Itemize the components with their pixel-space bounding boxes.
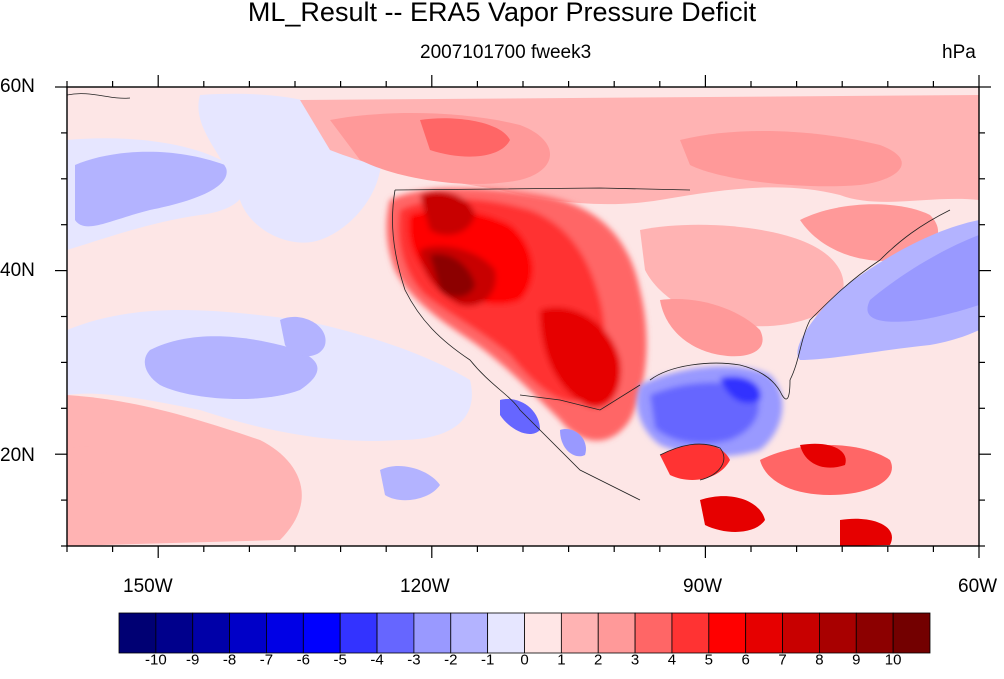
colorbar-swatch — [855, 612, 894, 654]
colorbar-label: -8 — [222, 651, 237, 669]
colorbar-label: 9 — [852, 651, 861, 669]
eastern-canada-positive — [680, 130, 902, 187]
pacific-negative-spot — [280, 316, 326, 357]
us-canada-border — [394, 187, 691, 191]
central-pacific-negative — [144, 336, 318, 400]
mexico-pacific-negative — [560, 429, 586, 457]
colorbar-label: 3 — [630, 651, 640, 669]
colorbar-swatch — [155, 612, 194, 654]
west-coast-line — [392, 189, 641, 501]
colorbar-label: -10 — [145, 651, 167, 669]
alaska-coast — [67, 93, 131, 99]
colorbar-label: -6 — [296, 651, 310, 669]
colorbar-label: -9 — [186, 651, 200, 669]
caribbean-positive — [760, 445, 892, 495]
colorbar-label: 4 — [667, 651, 677, 669]
southeast-us-positive — [660, 299, 763, 357]
lon-label-90w: 90W — [683, 576, 723, 597]
eastern-pacific-negative — [380, 465, 440, 501]
colorbar-swatch — [708, 612, 747, 654]
colorbar-label: -4 — [370, 651, 384, 669]
map-ticks — [55, 75, 991, 558]
colorbar-swatch — [450, 612, 489, 654]
canada-positive-core — [420, 118, 510, 157]
colorbar-swatch — [671, 612, 710, 654]
colorbar-label: 0 — [520, 651, 529, 669]
tropical-pacific-positive — [67, 395, 302, 546]
lon-label-150w: 150W — [123, 576, 173, 597]
colorbar-swatch — [376, 612, 415, 654]
colorbar-label: 10 — [884, 651, 902, 669]
colorbar-label: 1 — [557, 651, 566, 669]
colorbar-label: 2 — [594, 651, 603, 669]
colorbar-label: 8 — [815, 651, 824, 669]
caribbean-positive-core — [800, 443, 846, 468]
colorbar-label: -5 — [333, 651, 347, 669]
colorbar-swatch — [302, 612, 341, 654]
lat-label-40n: 40N — [0, 260, 35, 281]
lat-label-20n: 20N — [0, 445, 35, 466]
gulf-of-mexico-negative — [636, 366, 783, 457]
colorbar — [118, 612, 931, 654]
colorbar-swatch — [413, 612, 452, 654]
colorbar-swatch — [819, 612, 857, 654]
colorbar-swatch — [339, 612, 378, 654]
hawaii-positive — [67, 446, 112, 476]
map-units-label: hPa — [942, 42, 976, 63]
yucatan-positive — [660, 444, 730, 480]
venezuela-positive — [840, 518, 892, 546]
colorbar-swatch — [266, 612, 304, 654]
colorbar-label: -1 — [480, 651, 495, 669]
vpd-field — [67, 87, 979, 546]
western-us-heat — [386, 188, 647, 441]
colorbar-swatch — [560, 612, 599, 654]
atlantic-negative-core — [867, 235, 979, 322]
gulf-coast-line — [649, 362, 791, 400]
colorbar-label: -7 — [259, 651, 274, 669]
east-coast-line — [789, 209, 951, 381]
baja-negative — [500, 399, 540, 435]
colorbar-swatch — [487, 612, 525, 654]
map-title: ML_Result -- ERA5 Vapor Pressure Deficit — [247, 0, 757, 27]
lat-label-60n: 60N — [0, 76, 35, 97]
colorbar-swatch — [745, 612, 783, 654]
central-america-positive — [700, 496, 765, 532]
colorbar-label: 6 — [741, 651, 750, 669]
north-pacific-negative — [75, 151, 227, 227]
northeast-us-positive — [800, 204, 939, 261]
coastlines — [67, 93, 951, 501]
colorbar-swatch — [892, 612, 931, 654]
colorbar-label: -3 — [407, 651, 421, 669]
colorbar-swatch — [118, 612, 157, 654]
yucatan-coast — [659, 443, 725, 481]
us-mexico-border — [519, 384, 641, 411]
colorbar-swatch — [524, 612, 562, 654]
colorbar-label: -2 — [444, 651, 458, 669]
colorbar-swatch — [782, 612, 820, 654]
lon-label-60w: 60W — [958, 576, 998, 597]
colorbar-swatch — [229, 612, 267, 654]
map-subtitle-date: 2007101700 fweek3 — [420, 42, 592, 63]
colorbar-label: 5 — [704, 651, 713, 669]
colorbar-swatch — [192, 612, 230, 654]
colorbar-swatch — [597, 612, 636, 654]
lon-label-120w: 120W — [400, 576, 450, 597]
colorbar-swatch — [634, 612, 673, 654]
colorbar-label: 7 — [778, 651, 787, 669]
